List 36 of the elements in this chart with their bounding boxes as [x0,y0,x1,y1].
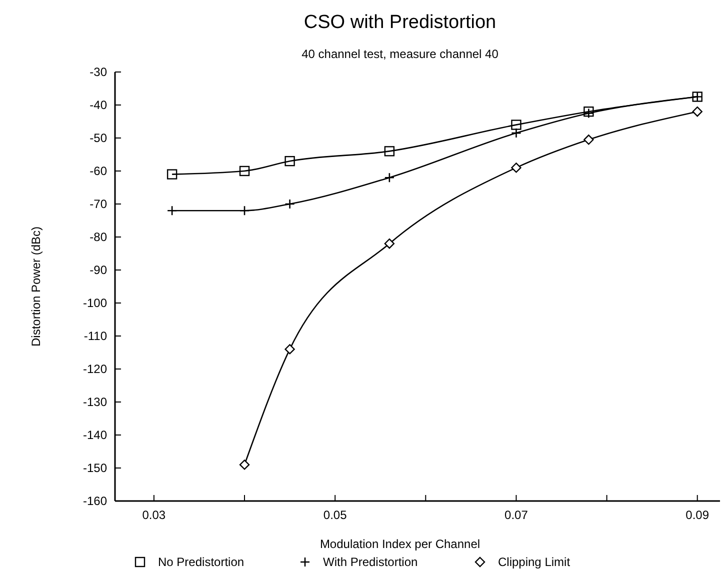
y-tick-label: -90 [90,263,108,277]
x-tick-label: 0.07 [504,508,528,522]
y-tick-label: -40 [90,98,108,112]
y-tick-label: -80 [90,230,108,244]
y-tick-label: -70 [90,197,108,211]
legend-label: With Predistortion [323,555,418,569]
point [511,162,522,173]
y-tick-label: -130 [82,395,108,409]
legend-label: Clipping Limit [498,555,571,569]
point [384,238,395,249]
x-axis-title: Modulation Index per Channel [320,537,480,551]
point [511,120,522,130]
x-tick-label: 0.03 [142,508,166,522]
x-tick-label: 0.05 [323,508,348,522]
y-tick-label: -30 [90,65,108,79]
point [284,156,295,166]
chart-subtitle: 40 channel test, measure channel 40 [302,47,499,61]
y-tick-label: -60 [90,164,108,178]
chart-title: CSO with Predistortion [304,12,496,33]
point [239,166,250,176]
y-tick-label: -150 [82,461,108,475]
y-tick-label: -160 [82,494,108,508]
y-tick-label: -110 [84,329,108,343]
y-tick-label: -50 [90,131,108,145]
y-tick-label: -140 [82,428,108,442]
y-tick-label: -120 [82,362,108,376]
legend-label: No Predistortion [158,555,244,569]
point [692,106,702,117]
point [284,344,295,354]
point [584,134,594,145]
point [239,460,250,470]
y-tick-label: -100 [82,296,108,310]
point [166,169,178,180]
x-tick-label: 0.09 [686,508,710,522]
point [384,146,395,156]
y-axis-title: Distortion Power (dBc) [29,226,43,347]
